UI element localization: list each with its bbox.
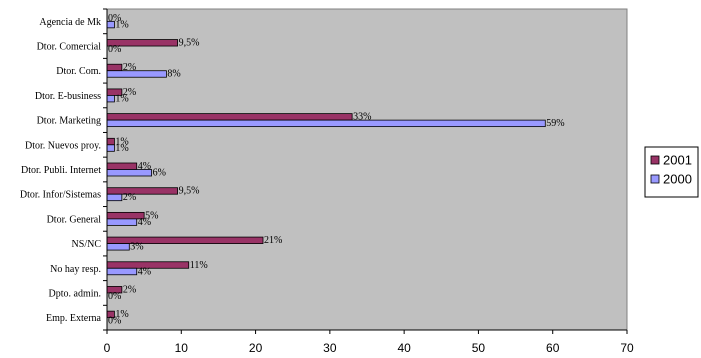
plot-area [106, 8, 628, 331]
bar-2000 [106, 119, 546, 128]
data-label: 2% [123, 87, 136, 98]
bar-2000 [106, 193, 123, 202]
data-label: 0% [108, 291, 121, 302]
data-label: 3% [130, 242, 143, 253]
x-tick-label: 50 [472, 341, 486, 355]
bar-2000 [106, 243, 130, 251]
data-label: 33% [353, 112, 371, 123]
bar-2001 [106, 162, 138, 170]
data-label: 4% [138, 217, 151, 228]
bar-2000 [106, 144, 115, 152]
data-label: 0% [108, 44, 121, 55]
labels-layer: Agencia de Mk 0%1%Dtor. Comercial 9,5%0%Dt… [20, 13, 565, 327]
category-label: Dtor. Comercial [37, 42, 102, 53]
bar-2000 [106, 267, 138, 276]
category-label: Dpto. admin. [49, 288, 102, 299]
category-label: Dtor. General [47, 214, 102, 225]
data-label: 6% [153, 168, 166, 179]
bar-2001 [106, 187, 178, 195]
category-label: Dtor. Com. [56, 66, 101, 77]
legend-label-2001: 2001 [663, 153, 692, 168]
data-label: 1% [115, 136, 128, 147]
data-label: 4% [138, 161, 151, 172]
data-label: 9,5% [179, 186, 200, 197]
category-label: Emp. Externa [46, 313, 102, 324]
x-tick-label: 0 [104, 341, 111, 355]
category-label: Dtor. Marketing [37, 116, 101, 127]
x-tick-label: 30 [323, 341, 337, 355]
data-label: 1% [115, 19, 128, 30]
category-label: Dtor. Publi. Internet [21, 165, 101, 176]
bar-2000 [106, 70, 167, 78]
data-label: 2% [123, 284, 136, 295]
data-label: 8% [167, 69, 180, 80]
bars-layer [106, 20, 546, 319]
category-label: Dtor. Nuevos proy. [25, 140, 101, 151]
x-tick-label: 10 [175, 341, 189, 355]
data-label: 5% [145, 210, 158, 221]
legend-label-2000: 2000 [663, 172, 692, 187]
x-tick-label: 20 [249, 341, 263, 355]
bar-2000 [106, 95, 115, 103]
data-label: 11% [190, 260, 208, 271]
category-label: Agencia de Mk [39, 17, 101, 28]
legend: 2001 2000 [644, 146, 699, 198]
data-label: 2% [123, 62, 136, 73]
category-label: Dtor. E-business [35, 91, 101, 102]
data-label: 1% [115, 93, 128, 104]
category-label: NS/NC [72, 239, 102, 250]
bar-2001 [106, 113, 353, 121]
x-tick-label: 60 [546, 341, 560, 355]
data-label: 4% [138, 266, 151, 277]
legend-swatch-2001 [650, 155, 660, 165]
legend-box [644, 146, 699, 198]
bar-2001 [106, 137, 115, 146]
data-label: 1% [115, 309, 128, 320]
data-label: 1% [115, 143, 128, 154]
bar-2001 [106, 63, 123, 72]
bar-2000 [106, 218, 138, 226]
data-label: 9,5% [179, 38, 200, 49]
data-label: 2% [123, 192, 136, 203]
category-label: No hay resp. [50, 264, 101, 275]
legend-swatch-2000 [650, 174, 660, 184]
data-label: 59% [546, 118, 564, 129]
data-label: 0% [108, 316, 121, 327]
data-label: 21% [264, 235, 282, 246]
category-label: Dtor. Infor/Sistemas [20, 190, 101, 201]
x-tick-label: 40 [397, 341, 411, 355]
axes-layer: 0 10 20 30 40 50 60 70 [103, 8, 634, 355]
data-label: 0% [108, 13, 121, 24]
x-tick-label: 70 [620, 341, 634, 355]
